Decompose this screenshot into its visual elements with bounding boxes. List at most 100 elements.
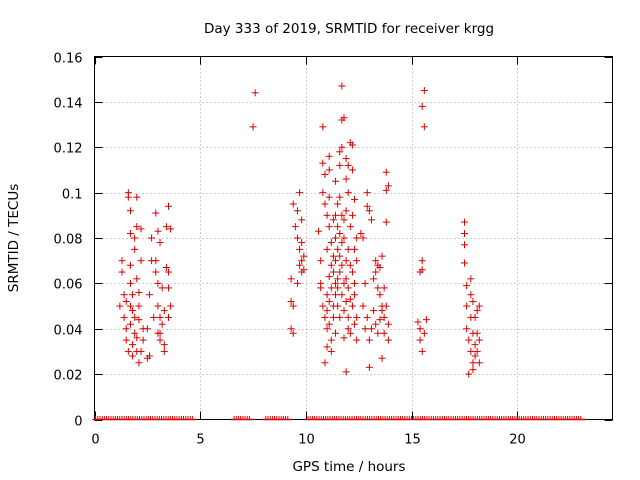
data-point-marker: [160, 347, 168, 355]
data-point-marker: [152, 209, 160, 217]
data-point-marker: [317, 257, 325, 265]
data-point-marker: [122, 325, 130, 333]
data-point-marker: [323, 291, 331, 299]
data-point-marker: [378, 307, 386, 315]
data-point-marker: [380, 313, 388, 321]
data-point-marker: [461, 259, 468, 267]
data-point-marker: [382, 186, 390, 194]
data-point-marker: [374, 329, 382, 337]
data-point-marker: [336, 161, 344, 169]
data-point-marker: [323, 307, 331, 315]
data-point-marker: [467, 347, 475, 355]
data-point-marker: [293, 234, 301, 242]
data-point-marker: [319, 302, 327, 310]
data-point-marker: [319, 159, 327, 167]
data-point-marker: [361, 325, 369, 333]
data-point-marker: [334, 245, 342, 253]
data-point-marker: [376, 291, 384, 299]
data-point-marker: [353, 234, 361, 242]
data-point-marker: [325, 298, 333, 306]
y-tick-label: 0.14: [54, 97, 83, 112]
y-tick-label: 0.06: [54, 278, 83, 293]
data-point-marker: [289, 302, 297, 310]
y-tick-label: 0.04: [54, 324, 83, 339]
data-point-marker: [158, 320, 166, 328]
data-point-marker: [473, 347, 481, 355]
data-point-marker: [135, 316, 143, 324]
data-point-marker: [120, 313, 128, 321]
data-point-marker: [365, 207, 373, 215]
data-point-marker: [129, 341, 137, 349]
data-point-marker: [340, 234, 348, 242]
data-point-marker: [289, 200, 297, 208]
data-point-marker: [126, 207, 134, 215]
data-point-marker: [321, 313, 329, 321]
data-point-marker: [319, 189, 327, 197]
data-point-marker: [315, 227, 323, 235]
data-point-marker: [165, 202, 172, 210]
data-point-marker: [342, 368, 350, 376]
data-point-marker: [372, 268, 380, 276]
data-point-marker: [382, 218, 390, 226]
data-point-marker: [135, 288, 143, 296]
data-point-marker: [374, 284, 382, 292]
data-point-marker: [148, 234, 156, 242]
data-point-marker: [340, 216, 348, 224]
data-point-marker: [465, 336, 473, 344]
x-tick-labels: 0 5 10 15 20: [91, 433, 525, 448]
data-point-marker: [338, 261, 346, 269]
data-point-marker: [351, 320, 359, 328]
data-point-marker: [325, 152, 333, 160]
data-point-marker: [414, 318, 422, 326]
data-point-marker: [342, 207, 350, 215]
data-point-marker: [334, 223, 342, 231]
data-point-marker: [370, 307, 378, 315]
data-point-marker: [332, 234, 340, 242]
data-point-marker: [367, 325, 375, 333]
data-point-marker: [467, 275, 475, 283]
data-point-marker: [416, 336, 424, 344]
data-point-marker: [372, 320, 380, 328]
data-point-marker: [376, 316, 384, 324]
data-point-marker: [344, 325, 352, 333]
x-axis-label: GPS time / hours: [292, 459, 405, 475]
data-point-marker: [296, 261, 304, 269]
data-point-marker: [332, 257, 340, 265]
data-point-marker: [131, 234, 139, 242]
data-point-marker: [418, 266, 426, 274]
data-point-marker: [329, 216, 337, 224]
data-point-marker: [332, 329, 340, 337]
data-point-marker: [363, 313, 371, 321]
data-point-marker: [351, 279, 359, 287]
data-point-marker: [342, 175, 350, 183]
data-point-marker: [338, 239, 346, 247]
data-point-marker: [327, 336, 335, 344]
data-point-marker: [365, 336, 373, 344]
data-point-marker: [418, 102, 426, 110]
data-point-marker: [291, 223, 299, 231]
data-point-marker: [372, 257, 380, 265]
y-tick-label: 0.12: [54, 142, 83, 157]
x-tick-label: 0: [91, 433, 99, 448]
data-point-marker: [420, 87, 428, 95]
data-point-marker: [367, 216, 375, 224]
data-point-marker: [344, 189, 352, 197]
data-point-marker: [351, 291, 359, 299]
data-point-marker: [475, 302, 483, 310]
data-point-marker: [165, 284, 172, 292]
data-point-marker: [135, 302, 143, 310]
data-point-marker: [251, 89, 259, 97]
data-point-marker: [325, 320, 333, 328]
data-point-marker: [473, 329, 481, 337]
data-point-marker: [289, 329, 297, 337]
data-point-marker: [323, 245, 331, 253]
data-point-marker: [126, 229, 134, 237]
x-tick-label: 15: [404, 433, 421, 448]
data-points: [92, 82, 586, 421]
data-point-marker: [340, 307, 348, 315]
data-point-marker: [298, 216, 306, 224]
data-point-marker: [145, 352, 153, 360]
data-point-marker: [129, 352, 137, 360]
data-point-marker: [469, 359, 477, 367]
